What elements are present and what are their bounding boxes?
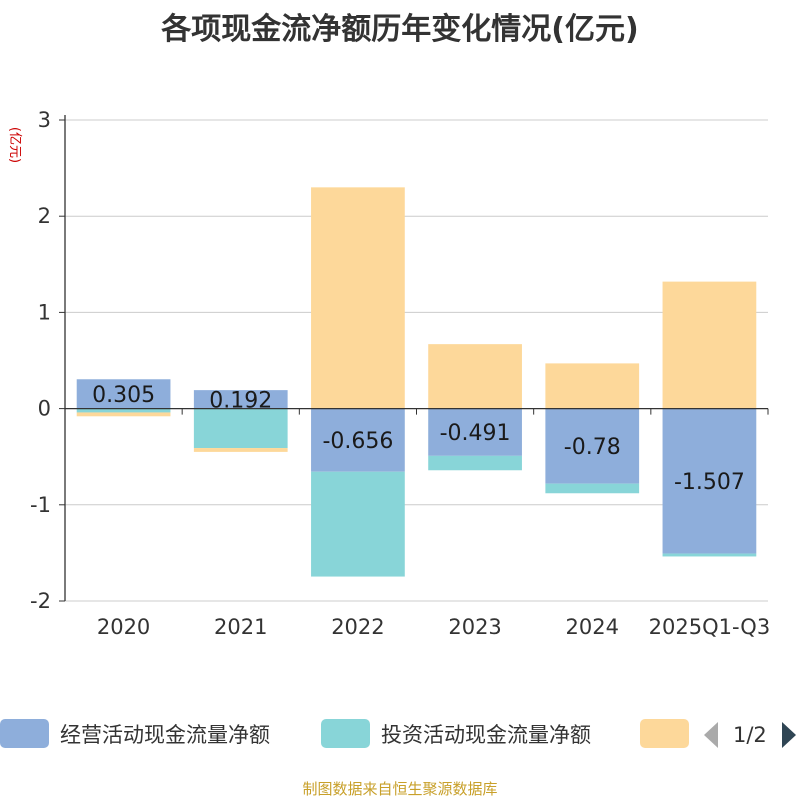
y-tick-label: -1 — [30, 493, 51, 517]
bar-series3-2022[interactable] — [311, 187, 405, 409]
y-tick-label: 3 — [38, 108, 51, 132]
y-tick-label: 2 — [38, 204, 51, 228]
bar-series2-2025Q1-Q3[interactable] — [662, 553, 757, 557]
x-tick-label: 2020 — [97, 615, 150, 639]
chart-title: 各项现金流净额历年变化情况(亿元) — [161, 12, 639, 47]
bar-series1-2023[interactable] — [428, 408, 522, 456]
bar-series1-2022[interactable] — [311, 408, 405, 472]
bar-series2-2021[interactable] — [193, 408, 288, 449]
x-tick-label: 2024 — [566, 615, 619, 639]
x-tick-label: 2021 — [214, 615, 267, 639]
y-tick-label: -2 — [30, 589, 51, 613]
bar-series1-2020[interactable] — [76, 379, 171, 409]
bar-series1-2024[interactable] — [545, 408, 640, 484]
bar-series3-2021[interactable] — [193, 448, 288, 452]
y-axis-unit-label: (亿元) — [7, 127, 22, 163]
legend-label[interactable]: 投资活动现金流量净额 — [381, 723, 591, 747]
data-label: -0.491 — [440, 421, 511, 446]
bar-series3-2023[interactable] — [428, 344, 522, 409]
bar-series1-2025Q1-Q3[interactable] — [662, 408, 757, 554]
bar-series2-2022[interactable] — [311, 471, 405, 577]
data-label: -0.78 — [564, 435, 621, 460]
y-tick-label: 0 — [38, 397, 51, 421]
bar-series3-2020[interactable] — [76, 412, 171, 417]
bar-series2-2020[interactable] — [76, 408, 171, 413]
x-tick-label: 2023 — [448, 615, 501, 639]
bar-series3-2024[interactable] — [545, 363, 640, 409]
x-tick-label: 2022 — [331, 615, 384, 639]
data-label: 0.192 — [209, 388, 272, 413]
bar-series1-2021[interactable] — [193, 390, 288, 409]
y-tick-label: 1 — [38, 300, 51, 324]
legend-swatch[interactable] — [640, 719, 689, 748]
x-tick-label: 2025Q1-Q3 — [649, 615, 771, 639]
data-label: -0.656 — [322, 429, 393, 454]
data-label: -1.507 — [674, 470, 745, 495]
bar-series2-2023[interactable] — [428, 455, 522, 471]
legend-prev-page-icon[interactable] — [704, 722, 718, 748]
data-label: 0.305 — [92, 383, 155, 408]
bar-series3-2025Q1-Q3[interactable] — [662, 281, 757, 409]
legend-page-indicator: 1/2 — [733, 723, 767, 747]
bar-series2-2024[interactable] — [545, 483, 640, 494]
legend-swatch[interactable] — [321, 719, 370, 748]
footer-source: 制图数据来自恒生聚源数据库 — [302, 780, 498, 798]
legend-label[interactable]: 经营活动现金流量净额 — [60, 723, 270, 747]
legend-next-page-icon[interactable] — [782, 722, 796, 748]
legend-swatch[interactable] — [0, 719, 49, 748]
